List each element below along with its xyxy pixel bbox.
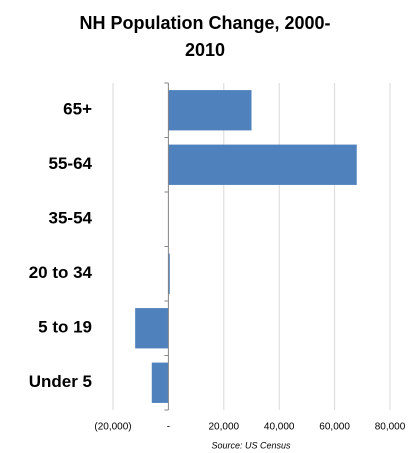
bar <box>168 253 170 294</box>
y-tick-label: Under 5 <box>29 372 92 391</box>
x-tick-label: 20,000 <box>209 422 240 433</box>
x-tick-label: - <box>167 422 170 433</box>
y-tick-label: 20 to 34 <box>29 263 93 282</box>
x-tick-label: 60,000 <box>319 422 350 433</box>
bar <box>135 308 169 349</box>
bar <box>151 362 169 403</box>
y-tick-label: 55-64 <box>49 154 93 173</box>
x-tick-label: (20,000) <box>94 422 131 433</box>
x-tick-label: 80,000 <box>375 422 406 433</box>
y-tick-label: 65+ <box>63 100 92 119</box>
x-tick-label: 40,000 <box>264 422 295 433</box>
bar <box>168 144 357 185</box>
chart-title: NH Population Change, 2000-2010 <box>79 13 331 60</box>
bar <box>168 90 252 131</box>
y-tick-label: 5 to 19 <box>38 318 92 337</box>
source-note: Source: US Census <box>211 440 291 450</box>
y-tick-label: 35-54 <box>49 209 93 228</box>
